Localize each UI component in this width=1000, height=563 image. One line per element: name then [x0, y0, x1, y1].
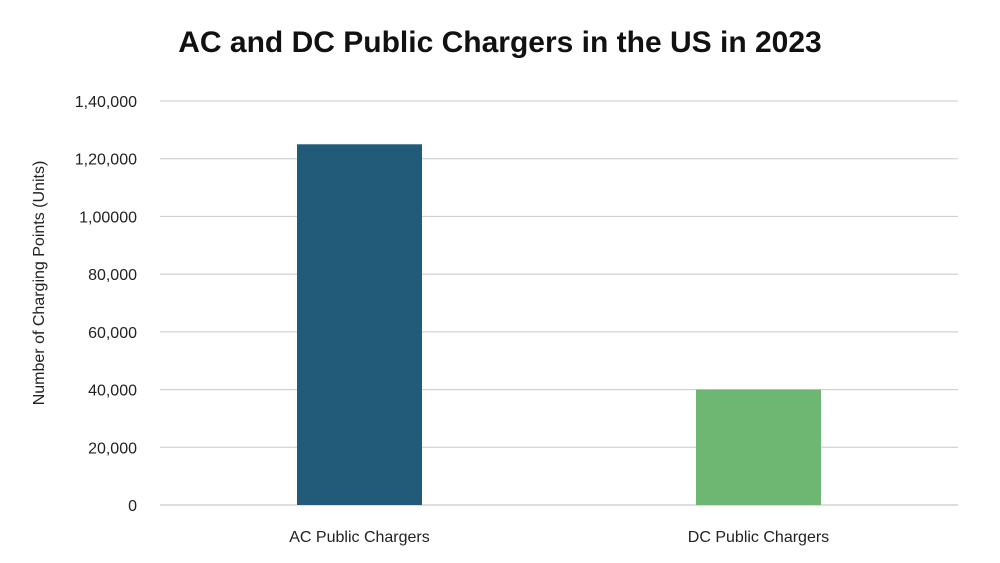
- y-tick-label: 1,20,000: [75, 152, 137, 169]
- y-tick-label: 0: [128, 498, 137, 515]
- y-tick-labels: 0 20,000 40,000 60,000 80,000 1,00000 1,20,000…: [75, 94, 137, 515]
- y-tick-label: 1,00000: [79, 209, 137, 226]
- chart-title: AC and DC Public Chargers in the US in 2…: [178, 26, 822, 59]
- bars: [297, 144, 821, 506]
- x-tick-labels: AC Public Chargers DC Public Chargers: [289, 529, 829, 546]
- y-tick-label: 40,000: [88, 383, 137, 400]
- y-axis-label: Number of Charging Points (Units): [31, 161, 48, 406]
- x-tick-label: AC Public Chargers: [289, 529, 430, 546]
- y-tick-label: 1,40,000: [75, 94, 137, 111]
- gridlines: [160, 100, 958, 506]
- bar-ac-public-chargers: [297, 144, 422, 506]
- y-tick-label: 60,000: [88, 325, 137, 342]
- bar-dc-public-chargers: [696, 389, 821, 505]
- y-tick-label: 20,000: [88, 440, 137, 457]
- x-tick-label: DC Public Chargers: [688, 529, 829, 546]
- y-tick-label: 80,000: [88, 267, 137, 284]
